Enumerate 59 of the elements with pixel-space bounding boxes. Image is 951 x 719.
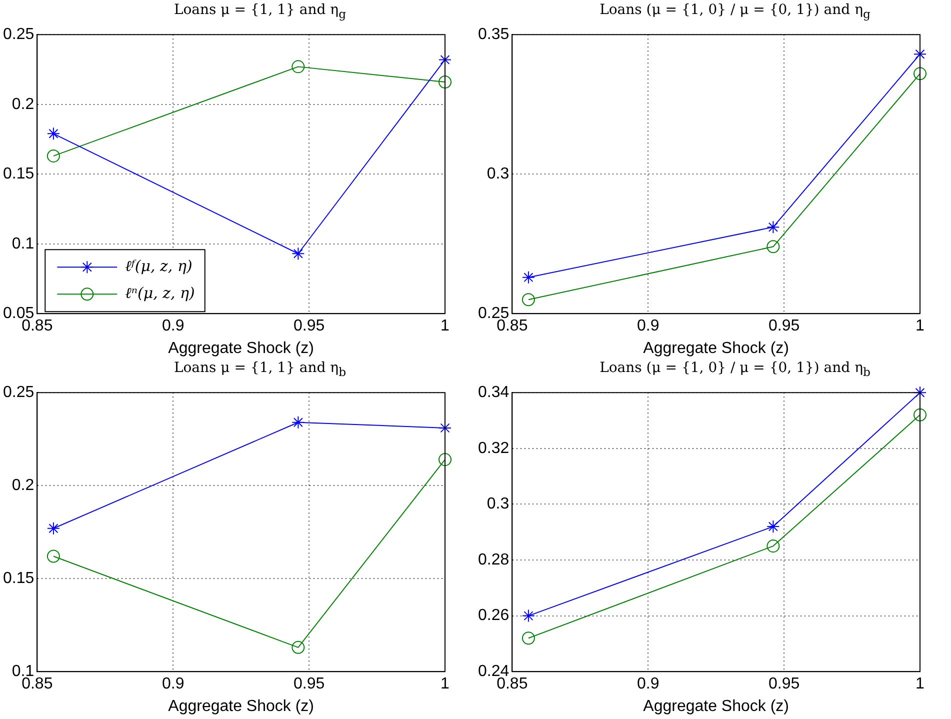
x-axis-title: Aggregate Shock (z) bbox=[168, 698, 314, 715]
y-tick-label: 0.25 bbox=[3, 384, 34, 402]
x-tick-label: 0.95 bbox=[293, 676, 325, 693]
chart-title: Loans (μ = {1, 0} / μ = {0, 1}) and η$_{g}$ bbox=[598, 2, 872, 21]
point bbox=[914, 48, 926, 61]
point bbox=[766, 520, 780, 534]
y-tick-label: 0.3 bbox=[486, 496, 510, 513]
point bbox=[522, 609, 535, 622]
x-tick-label: 1 bbox=[916, 676, 925, 693]
y-tick-label: 0.28 bbox=[478, 551, 510, 568]
x-tick-label: 0.9 bbox=[636, 318, 660, 335]
point bbox=[438, 453, 452, 466]
y-tick-label: 0.32 bbox=[478, 440, 510, 457]
point bbox=[292, 640, 305, 654]
x-axis-title: Aggregate Shock (z) bbox=[168, 340, 314, 357]
x-axis-title: Aggregate Shock (z) bbox=[643, 340, 789, 357]
point bbox=[914, 408, 926, 422]
y-tick-label: 0.1 bbox=[12, 235, 34, 252]
point bbox=[766, 540, 780, 553]
x-tick-label: 1 bbox=[440, 318, 450, 335]
x-tick-label: 0.95 bbox=[768, 676, 800, 693]
y-tick-label: 0.2 bbox=[12, 477, 34, 494]
point bbox=[766, 220, 780, 234]
x-tick-label: 0.95 bbox=[768, 318, 800, 335]
point bbox=[292, 60, 305, 74]
point bbox=[46, 149, 60, 162]
y-tick-label: 0.35 bbox=[478, 26, 510, 44]
x-tick-label: 1 bbox=[440, 676, 450, 693]
point bbox=[46, 127, 60, 140]
x-axis-title: Aggregate Shock (z) bbox=[643, 698, 789, 715]
legend-label: ℓⁿ(μ, z, η) bbox=[125, 284, 196, 302]
chart-title: Loans μ = {1, 1} and η$_{b}$ bbox=[172, 360, 348, 379]
chart-title: Loans μ = {1, 1} and η$_{g}$ bbox=[172, 2, 348, 21]
x-tick-label: 0.95 bbox=[293, 318, 325, 335]
point bbox=[438, 76, 452, 89]
point bbox=[914, 67, 926, 80]
point bbox=[522, 632, 535, 645]
point bbox=[766, 240, 780, 254]
point bbox=[438, 53, 452, 66]
x-tick-label: 0.9 bbox=[162, 676, 184, 693]
y-tick-label: 0.15 bbox=[3, 166, 34, 183]
point bbox=[46, 550, 60, 563]
y-tick-label: 0.2 bbox=[12, 96, 34, 113]
y-tick-label: 0.3 bbox=[486, 166, 510, 183]
x-tick-label: 1 bbox=[916, 318, 925, 335]
y-tick-label: 0.15 bbox=[3, 570, 34, 588]
point bbox=[522, 270, 535, 284]
y-tick-label: 0.34 bbox=[478, 384, 510, 402]
point bbox=[522, 293, 535, 306]
chart-title: Loans (μ = {1, 0} / μ = {0, 1}) and η$_{b}$ bbox=[598, 360, 872, 379]
y-tick-label: 0.25 bbox=[3, 26, 34, 44]
point bbox=[292, 247, 305, 260]
y-tick-label: 0.26 bbox=[478, 607, 510, 624]
point bbox=[292, 416, 305, 429]
legend-label: ℓᶠ(μ, z, η) bbox=[125, 256, 192, 275]
point bbox=[46, 522, 60, 535]
x-tick-label: 0.9 bbox=[162, 318, 184, 335]
point bbox=[438, 421, 452, 434]
x-tick-label: 0.9 bbox=[636, 676, 660, 693]
